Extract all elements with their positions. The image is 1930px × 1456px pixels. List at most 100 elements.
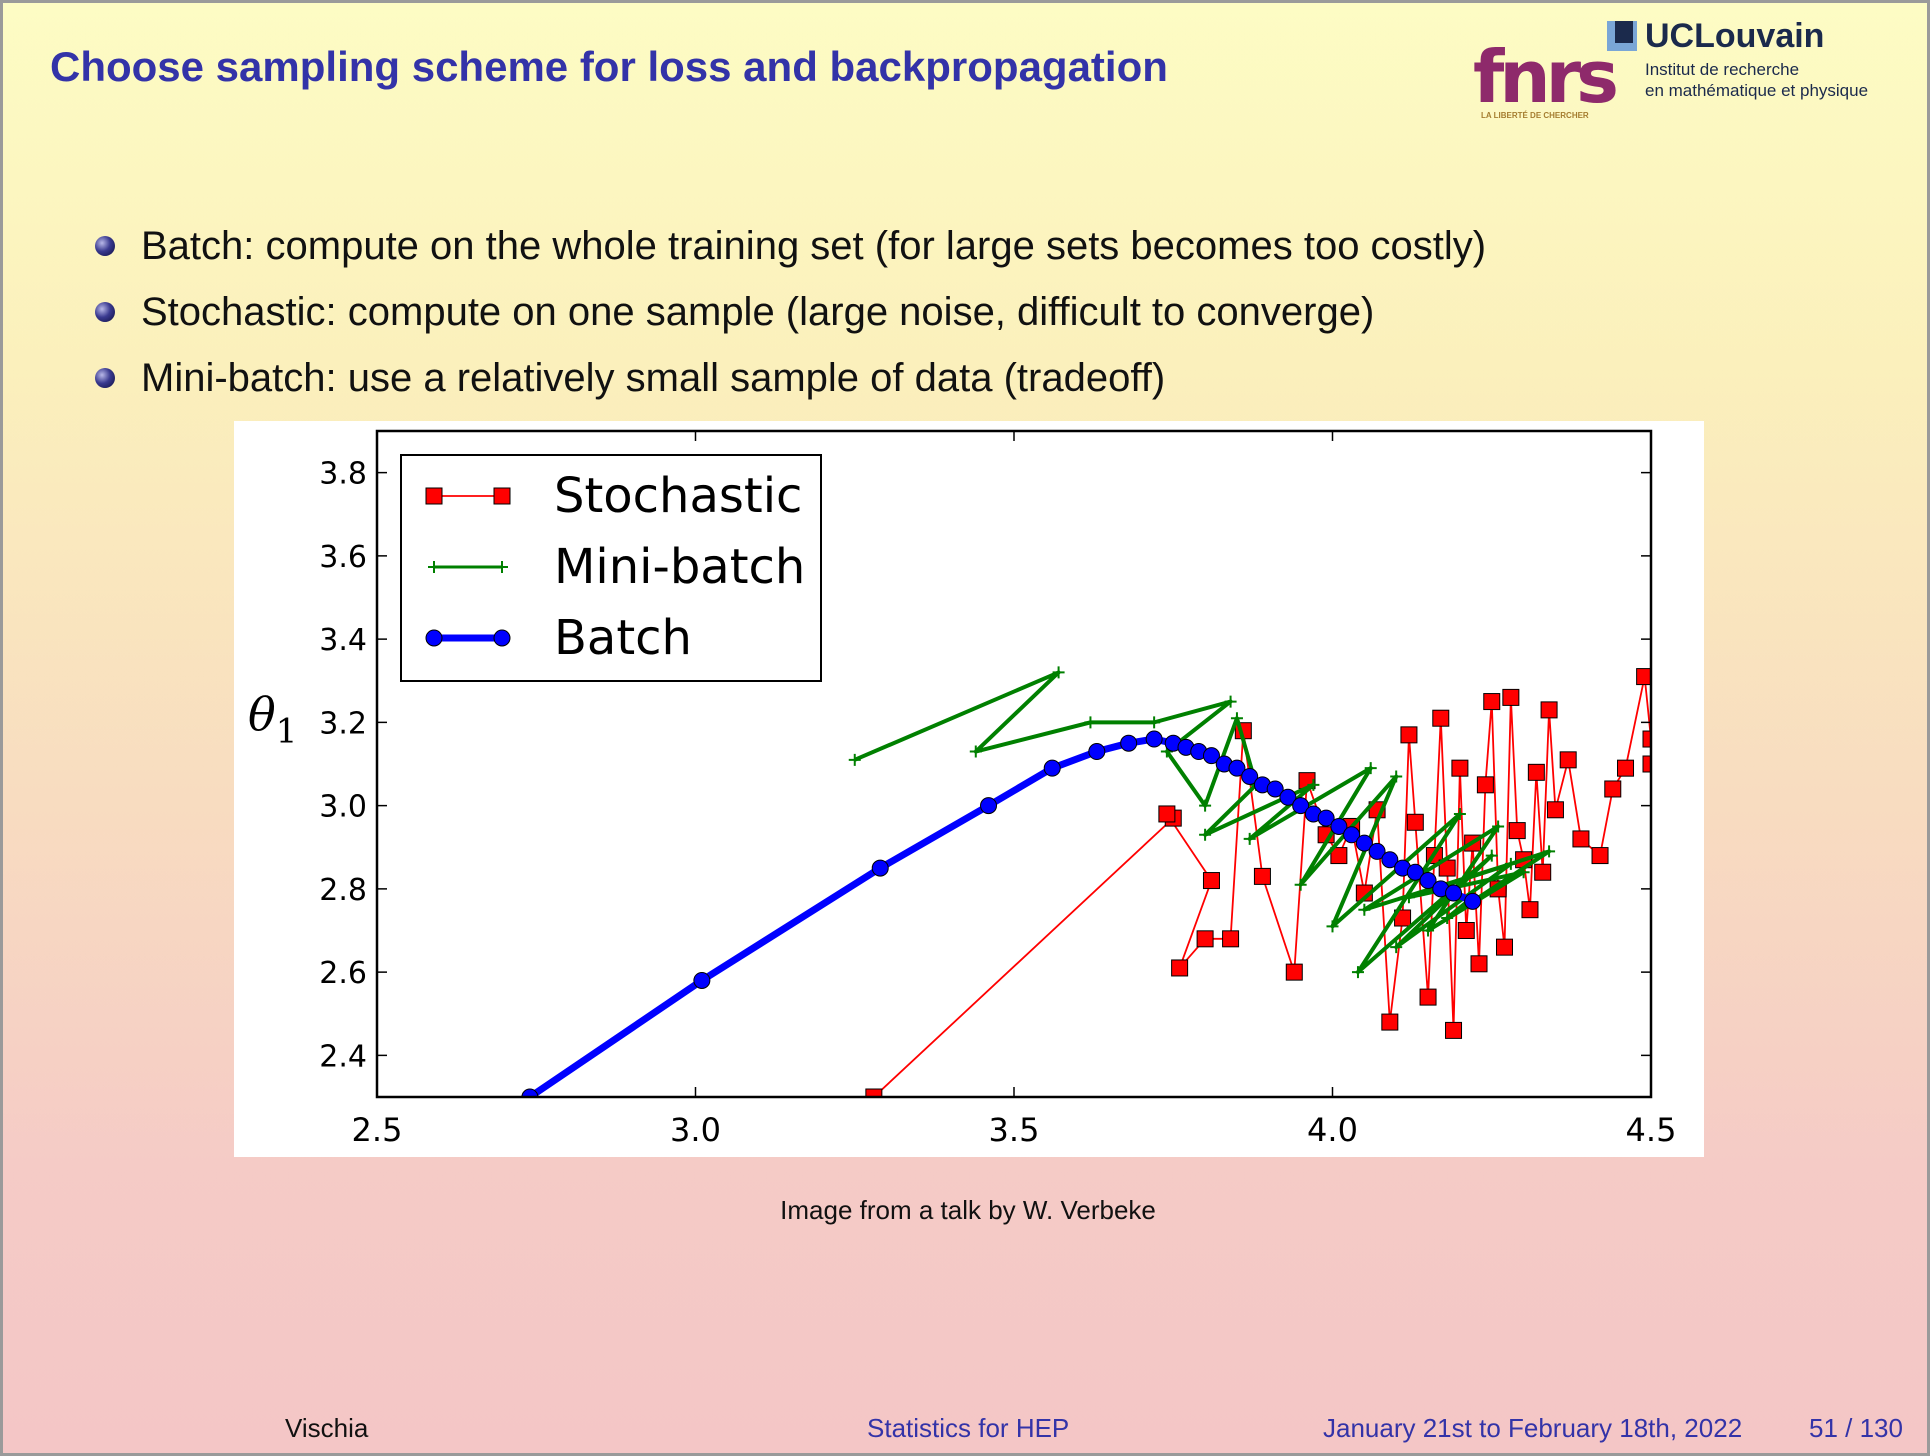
bullet-ball-icon [95,368,115,388]
minibatch-point [1543,845,1556,858]
legend-label: Mini-batch [554,539,805,595]
stochastic-point [1419,988,1437,1006]
legend-marker-circle [425,629,443,647]
y-tick-label: 3.4 [319,623,367,658]
stochastic-point [1642,730,1651,748]
minibatch-point [969,745,982,758]
stochastic-point [1591,847,1609,865]
uclouvain-name: UCLouvain [1645,17,1825,55]
bullet-item: Stochastic: compute on one sample (large… [95,279,1486,345]
batch-point [1120,734,1138,752]
batch-point [1330,817,1348,835]
fnrs-logo-word: fnrs [1473,35,1619,119]
stochastic-point [1253,867,1271,885]
stochastic-point [1406,813,1424,831]
uclouvain-mark-icon [1607,21,1639,53]
minibatch-point [1364,762,1377,775]
minibatch-point [1199,828,1212,841]
batch-point [1343,826,1361,844]
footer-dates: January 21st to February 18th, 2022 [1323,1413,1743,1443]
legend-label: Stochastic [554,468,802,524]
batch-point [1445,884,1463,902]
y-tick-label: 3.8 [319,457,367,492]
minibatch-point [1441,912,1454,925]
minibatch-point [1199,799,1212,812]
stochastic-point [1196,930,1214,948]
stochastic-point [1330,847,1348,865]
stochastic-point [1470,955,1488,973]
bullet-text: Batch: compute on the whole training set… [141,224,1487,268]
training-path-chart: 2.5 3.0 3.5 4.0 4.5 2.4 2.6 2.8 3.0 3.2 3.4 3.6 3.8 θ… [234,421,1704,1157]
minibatch-point [1052,666,1065,679]
legend-marker-plus [428,561,440,573]
batch-point [1368,842,1386,860]
minibatch-point [1390,941,1403,954]
minibatch-point [1402,891,1415,904]
stochastic-point [1642,755,1651,773]
x-tick-label: 3.0 [670,1111,721,1149]
stochastic-point [1559,751,1577,769]
minibatch-point [1148,716,1161,729]
stochastic-point [1432,709,1450,727]
footer-page-number: 51 / 130 [1809,1413,1903,1443]
batch-point [1088,743,1106,761]
stochastic-point [1158,805,1176,823]
stochastic-point [1546,801,1564,819]
chart-legend: Stochastic Mini-batch Batch [400,454,822,682]
minibatch-point [1084,716,1097,729]
stochastic-point [1521,901,1539,919]
minibatch-point [1492,820,1505,833]
minibatch-point [1326,920,1339,933]
stochastic-point [1445,1021,1463,1039]
batch-point [1419,872,1437,890]
y-axis-label: θ1 [248,688,297,752]
stochastic-point [1476,776,1494,794]
batch-point [1266,780,1284,798]
stochastic-point [1457,922,1475,939]
batch-point [693,971,711,989]
minibatch-point [1517,866,1530,879]
batch-point [1292,797,1310,815]
bullet-list: Batch: compute on the whole training set… [95,213,1486,411]
y-tick-label: 2.6 [319,956,367,991]
batch-point [1317,809,1335,827]
stochastic-point [1572,830,1590,848]
bullet-text: Mini-batch: use a relatively small sampl… [141,356,1166,400]
x-tick-label: 4.5 [1626,1111,1677,1149]
batch-point [980,797,998,815]
uclouvain-institute-line2: en mathématique et physique [1645,81,1869,100]
stochastic-point [1540,701,1558,719]
minibatch-point [1504,857,1517,870]
batch-point [521,1088,539,1097]
minibatch-point [1390,770,1403,783]
x-tick-label: 3.5 [989,1111,1040,1149]
legend-marker-circle [493,629,511,647]
fnrs-logo-tagline: LA LIBERTÉ DE CHERCHER [1481,111,1589,120]
batch-point [1202,747,1220,765]
stochastic-point [1483,693,1501,711]
batch-point [1355,834,1373,852]
minibatch-point [1224,695,1237,708]
y-tick-label: 3.0 [319,790,367,825]
bullet-item: Mini-batch: use a relatively small sampl… [95,345,1486,411]
stochastic-point [1222,930,1240,948]
bullet-text: Stochastic: compute on one sample (large… [141,290,1375,334]
stochastic-point [1636,668,1651,686]
x-tick-label: 2.5 [352,1111,403,1149]
bullet-ball-icon [95,236,115,256]
minibatch-point [1351,966,1364,979]
y-tick-label: 3.6 [319,540,367,575]
footer-course: Statistics for HEP [867,1413,1070,1443]
plot-area [521,666,1651,1097]
batch-point [1145,730,1163,748]
stochastic-point [1451,759,1469,777]
chart-svg: 2.5 3.0 3.5 4.0 4.5 2.4 2.6 2.8 3.0 3.2 3.4 3.6 3.8 θ… [248,429,1677,1149]
batch-point [1228,759,1246,777]
uclouvain-institute: Institut de recherche en mathématique et… [1645,59,1868,101]
stochastic-point [1171,959,1189,977]
stochastic-point [1604,780,1622,798]
footer-author: Vischia [285,1413,369,1443]
image-caption: Image from a talk by W. Verbeke [780,1195,1156,1225]
legend-marker-square [493,487,511,505]
stochastic-point [1527,763,1545,781]
